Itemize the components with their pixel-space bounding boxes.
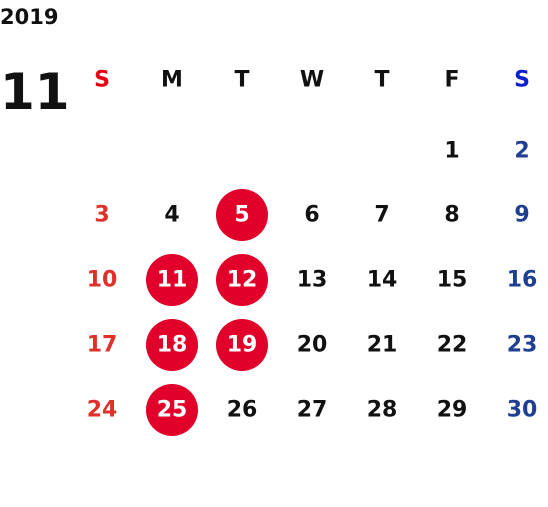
day-number: 28: [367, 398, 398, 423]
day-number: 5: [234, 203, 249, 228]
day-number: 22: [437, 333, 468, 358]
day-number: 13: [297, 268, 328, 293]
day-number: 19: [227, 333, 258, 358]
day-number: 27: [297, 398, 328, 423]
month: 11: [0, 63, 70, 121]
day-number: 26: [227, 398, 258, 423]
day-number: 23: [507, 333, 538, 358]
day-number: 11: [157, 268, 188, 293]
day-number: 16: [507, 268, 538, 293]
day-number: 18: [157, 333, 188, 358]
weekday-label: S: [94, 68, 110, 93]
day-number: 20: [297, 333, 328, 358]
day-number: 30: [507, 398, 538, 423]
day-number: 17: [87, 333, 118, 358]
highlight-circle: [216, 189, 268, 241]
day-number: 10: [87, 268, 118, 293]
weekday-label: W: [300, 68, 324, 93]
day-number: 1: [444, 139, 459, 164]
day-number: 6: [304, 203, 319, 228]
highlight-circle: [216, 319, 268, 371]
day-number: 9: [514, 203, 529, 228]
weekday-label: T: [234, 68, 249, 93]
day-number: 12: [227, 268, 258, 293]
day-number: 4: [164, 203, 179, 228]
day-number: 15: [437, 268, 468, 293]
weekday-label: M: [161, 68, 183, 93]
highlight-circle: [146, 254, 198, 306]
day-number: 2: [514, 139, 529, 164]
day-number: 3: [94, 203, 109, 228]
day-number: 29: [437, 398, 468, 423]
highlight-circle: [146, 384, 198, 436]
day-number: 7: [374, 203, 389, 228]
day-number: 24: [87, 398, 118, 423]
day-number: 8: [444, 203, 459, 228]
highlight-circle: [146, 319, 198, 371]
weekday-label: T: [374, 68, 389, 93]
year: 2019: [0, 5, 58, 29]
day-number: 25: [157, 398, 188, 423]
day-number: 21: [367, 333, 398, 358]
weekday-label: S: [514, 68, 530, 93]
highlight-circle: [216, 254, 268, 306]
day-number: 14: [367, 268, 398, 293]
weekday-label: F: [444, 68, 459, 93]
